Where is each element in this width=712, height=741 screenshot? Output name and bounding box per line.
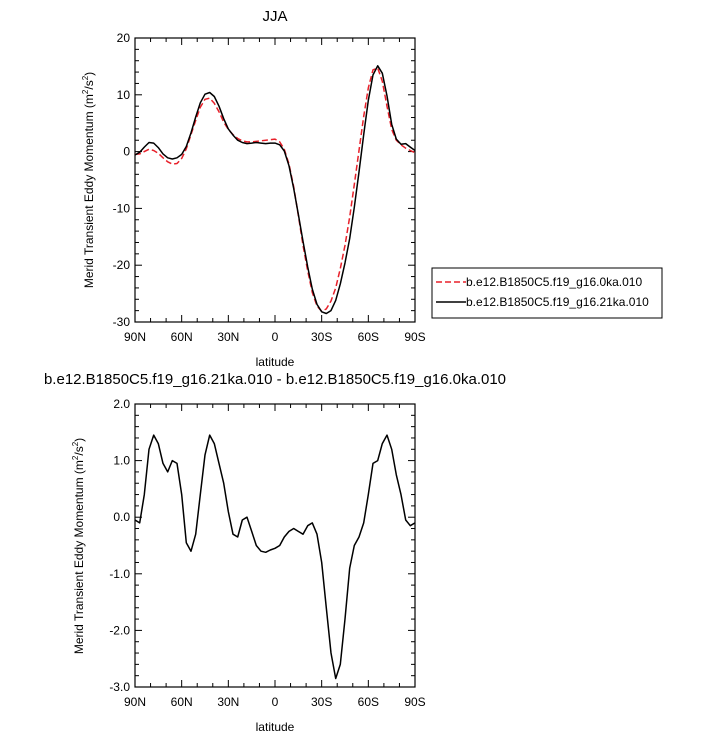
bottom-y-label-main: Merid Transient Eddy Momentum (m <box>72 460 86 654</box>
top-y-label-mid: /s <box>82 80 96 89</box>
y-tick-label-1-2: -1.0 <box>109 567 130 581</box>
y-tick-label-1-3: 0.0 <box>113 510 130 524</box>
top-y-axis-label: Merid Transient Eddy Momentum (m2/s2) <box>81 72 96 288</box>
x-tick-label-0-1: 60N <box>171 330 193 344</box>
y-tick-label-0-0: -30 <box>113 315 131 329</box>
bottom-x-ticks: 90N 60N 30N 0 30S 60S 90S <box>124 404 426 709</box>
bottom-y-label-sup2: 2 <box>71 441 80 446</box>
series-line-1-0 <box>134 434 416 680</box>
x-tick-label-1-1: 60N <box>171 695 193 709</box>
y-tick-label-0-2: -10 <box>113 201 131 215</box>
bottom-y-axis-label: Merid Transient Eddy Momentum (m2/s2) <box>71 438 86 654</box>
bottom-x-axis-label: latitude <box>256 720 295 734</box>
top-y-label-end: ) <box>82 72 96 76</box>
bottom-y-ticks: -3.0 -2.0 -1.0 0.0 1.0 2.0 <box>109 397 415 694</box>
x-tick-label-1-3: 0 <box>272 695 279 709</box>
y-tick-label-1-4: 1.0 <box>113 454 130 468</box>
top-x-ticks: 90N 60N 30N 0 30S 60S 90S <box>124 38 426 344</box>
y-tick-label-0-3: 0 <box>123 145 130 159</box>
y-tick-label-1-0: -3.0 <box>109 680 130 694</box>
x-tick-label-1-4: 30S <box>311 695 332 709</box>
top-y-ticks: -30 -20 -10 0 10 20 <box>113 31 415 329</box>
bottom-y-label-end: ) <box>72 438 86 442</box>
top-chart-title: JJA <box>262 8 287 25</box>
top-chart: JJA 90N 60N 30N 0 30S 60S 90S -30 -20 -10 0 10 20 l… <box>81 8 663 369</box>
bottom-series-group <box>134 434 416 680</box>
y-tick-label-0-4: 10 <box>117 88 131 102</box>
top-x-axis-label: latitude <box>256 355 295 369</box>
series-line-0-0 <box>134 67 416 312</box>
x-tick-label-0-6: 90S <box>404 330 425 344</box>
x-tick-label-1-6: 90S <box>404 695 425 709</box>
y-tick-label-1-1: -2.0 <box>109 623 130 637</box>
top-y-label-sup: 2 <box>81 89 90 94</box>
top-plot-frame <box>134 37 416 323</box>
series-line-0-1 <box>134 65 416 315</box>
y-tick-label-0-5: 20 <box>117 31 131 45</box>
legend-box <box>431 267 663 319</box>
top-legend: b.e12.B1850C5.f19_g16.0ka.010 b.e12.B185… <box>431 267 663 319</box>
x-tick-label-0-3: 0 <box>272 330 279 344</box>
bottom-plot-frame <box>134 403 416 688</box>
top-series-group <box>134 65 416 315</box>
x-tick-label-0-4: 30S <box>311 330 332 344</box>
bottom-chart: b.e12.B1850C5.f19_g16.21ka.010 - b.e12.B… <box>44 371 506 734</box>
top-y-label-main: Merid Transient Eddy Momentum (m <box>82 94 96 288</box>
x-tick-label-0-0: 90N <box>124 330 146 344</box>
bottom-y-label-mid: /s <box>72 446 86 455</box>
x-tick-label-1-0: 90N <box>124 695 146 709</box>
legend-label-0ka: b.e12.B1850C5.f19_g16.0ka.010 <box>466 275 642 289</box>
legend-label-21ka: b.e12.B1850C5.f19_g16.21ka.010 <box>466 295 649 309</box>
bottom-chart-title: b.e12.B1850C5.f19_g16.21ka.010 - b.e12.B… <box>44 371 506 388</box>
x-tick-label-1-2: 30N <box>217 695 239 709</box>
x-tick-label-1-5: 60S <box>358 695 379 709</box>
y-tick-label-0-1: -20 <box>113 258 131 272</box>
y-tick-label-1-5: 2.0 <box>113 397 130 411</box>
top-y-label-sup2: 2 <box>81 75 90 80</box>
x-tick-label-0-2: 30N <box>217 330 239 344</box>
bottom-y-label-sup: 2 <box>71 455 80 460</box>
x-tick-label-0-5: 60S <box>358 330 379 344</box>
